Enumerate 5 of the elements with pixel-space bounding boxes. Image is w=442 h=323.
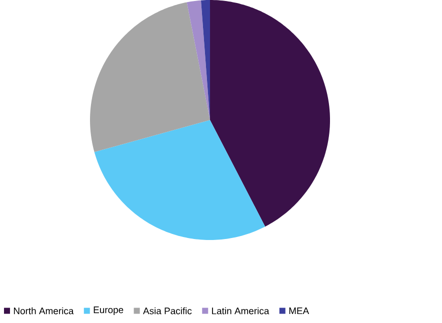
legend-label: North America (14, 307, 74, 314)
legend-label: Asia Pacific (143, 307, 192, 314)
legend-label: Europe (94, 306, 124, 316)
legend-label: Latin America (212, 307, 270, 314)
legend-label: MEA (289, 308, 310, 314)
